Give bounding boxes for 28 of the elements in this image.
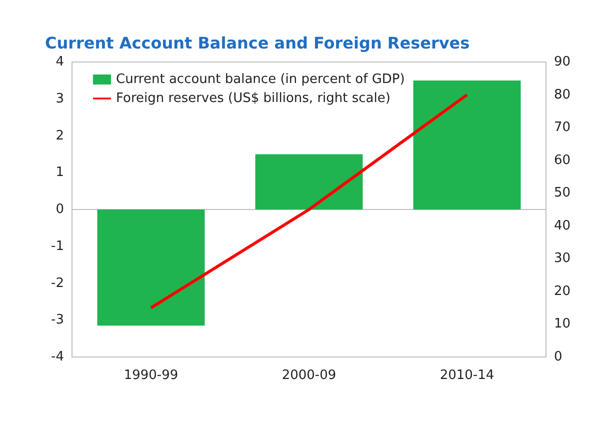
y-tick-label: -1 (51, 238, 64, 254)
chart-title: Current Account Balance and Foreign Reserves (45, 34, 470, 52)
bar (255, 154, 363, 210)
y2-tick-label: 80 (554, 87, 571, 102)
y-tick-label: 1 (56, 165, 64, 180)
y2-tick-label: 50 (554, 186, 571, 201)
y2-tick-label: 30 (554, 251, 571, 266)
x-tick-label: 1990-99 (124, 368, 178, 383)
y-tick-label: 4 (56, 54, 64, 70)
legend-label: Current account balance (in percent of GDP) (116, 72, 405, 87)
y2-tick-label: 70 (554, 120, 571, 136)
x-tick-label: 2010-14 (440, 368, 494, 383)
y2-tick-label: 20 (554, 284, 571, 299)
x-tick-label: 2000-09 (282, 368, 336, 383)
legend-label: Foreign reserves (US$ billions, right scale) (116, 91, 390, 106)
y2-tick-label: 60 (554, 152, 571, 168)
y-tick-label: 3 (56, 91, 64, 106)
y-tick-label: 2 (56, 128, 64, 144)
y-tick-label: -4 (51, 350, 64, 364)
y-tick-label: -3 (51, 312, 64, 328)
bar (413, 80, 521, 210)
y2-tick-label: 10 (554, 316, 571, 332)
y-tick-label: 0 (56, 202, 64, 217)
bar (97, 210, 205, 326)
y2-tick-label: 90 (554, 54, 571, 70)
y2-tick-label: 40 (554, 218, 571, 234)
y2-tick-label: 0 (554, 350, 562, 364)
y-tick-label: -2 (51, 276, 64, 291)
